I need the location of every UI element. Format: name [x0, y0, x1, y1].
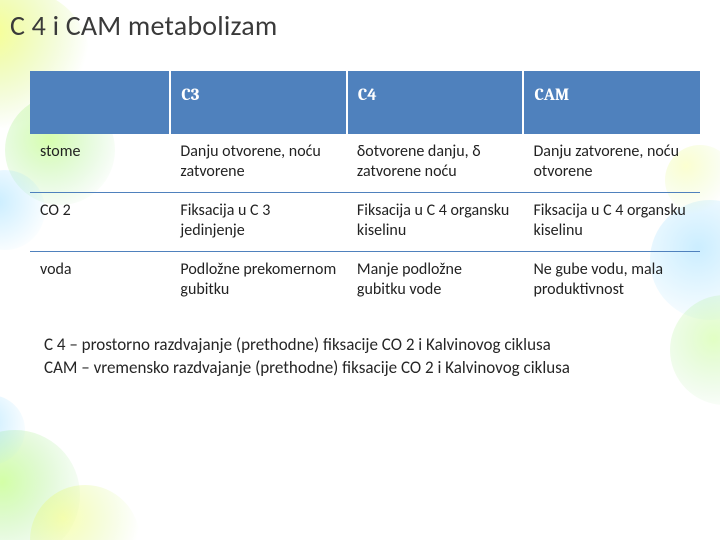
comparison-table: C3 C4 CAM stome Danju otvorene, noću zat…: [30, 71, 700, 310]
table-cell: Danju otvorene, noću zatvorene: [170, 134, 347, 193]
row-label: stome: [30, 134, 170, 193]
table-row: CO 2 Fiksacija u C 3 jedinjenje Fiksacij…: [30, 193, 700, 252]
row-label: CO 2: [30, 193, 170, 252]
table-cell: Fiksacija u C 4 organsku kiselinu: [523, 193, 700, 252]
table-body: stome Danju otvorene, noću zatvorene δot…: [30, 134, 700, 310]
slide-title: C 4 i CAM metabolizam: [0, 8, 720, 53]
footnote-line: C 4 – prostorno razdvajanje (prethodne) …: [44, 334, 720, 357]
slide: C 4 i CAM metabolizam C3 C4 CAM stome Da…: [0, 0, 720, 540]
column-header-cam: CAM: [523, 71, 700, 134]
table-cell: Fiksacija u C 4 organsku kiselinu: [347, 193, 524, 252]
table-cell: δotvorene danju, δ zatvorene noću: [347, 134, 524, 193]
table-cell: Podložne prekomernom gubitku: [170, 252, 347, 311]
table-cell: Ne gube vodu, mala produktivnost: [523, 252, 700, 311]
table-row: stome Danju otvorene, noću zatvorene δot…: [30, 134, 700, 193]
column-header-c4: C4: [347, 71, 524, 134]
table-cell: Danju zatvorene, noću otvorene: [523, 134, 700, 193]
row-label: voda: [30, 252, 170, 311]
column-header-c3: C3: [170, 71, 347, 134]
table-header-row: C3 C4 CAM: [30, 71, 700, 134]
column-header-blank: [30, 71, 170, 134]
footnotes: C 4 – prostorno razdvajanje (prethodne) …: [44, 334, 720, 380]
table-row: voda Podložne prekomernom gubitku Manje …: [30, 252, 700, 311]
table-cell: Manje podložne gubitku vode: [347, 252, 524, 311]
footnote-line: CAM – vremensko razdvajanje (prethodne) …: [44, 357, 720, 380]
table-cell: Fiksacija u C 3 jedinjenje: [170, 193, 347, 252]
